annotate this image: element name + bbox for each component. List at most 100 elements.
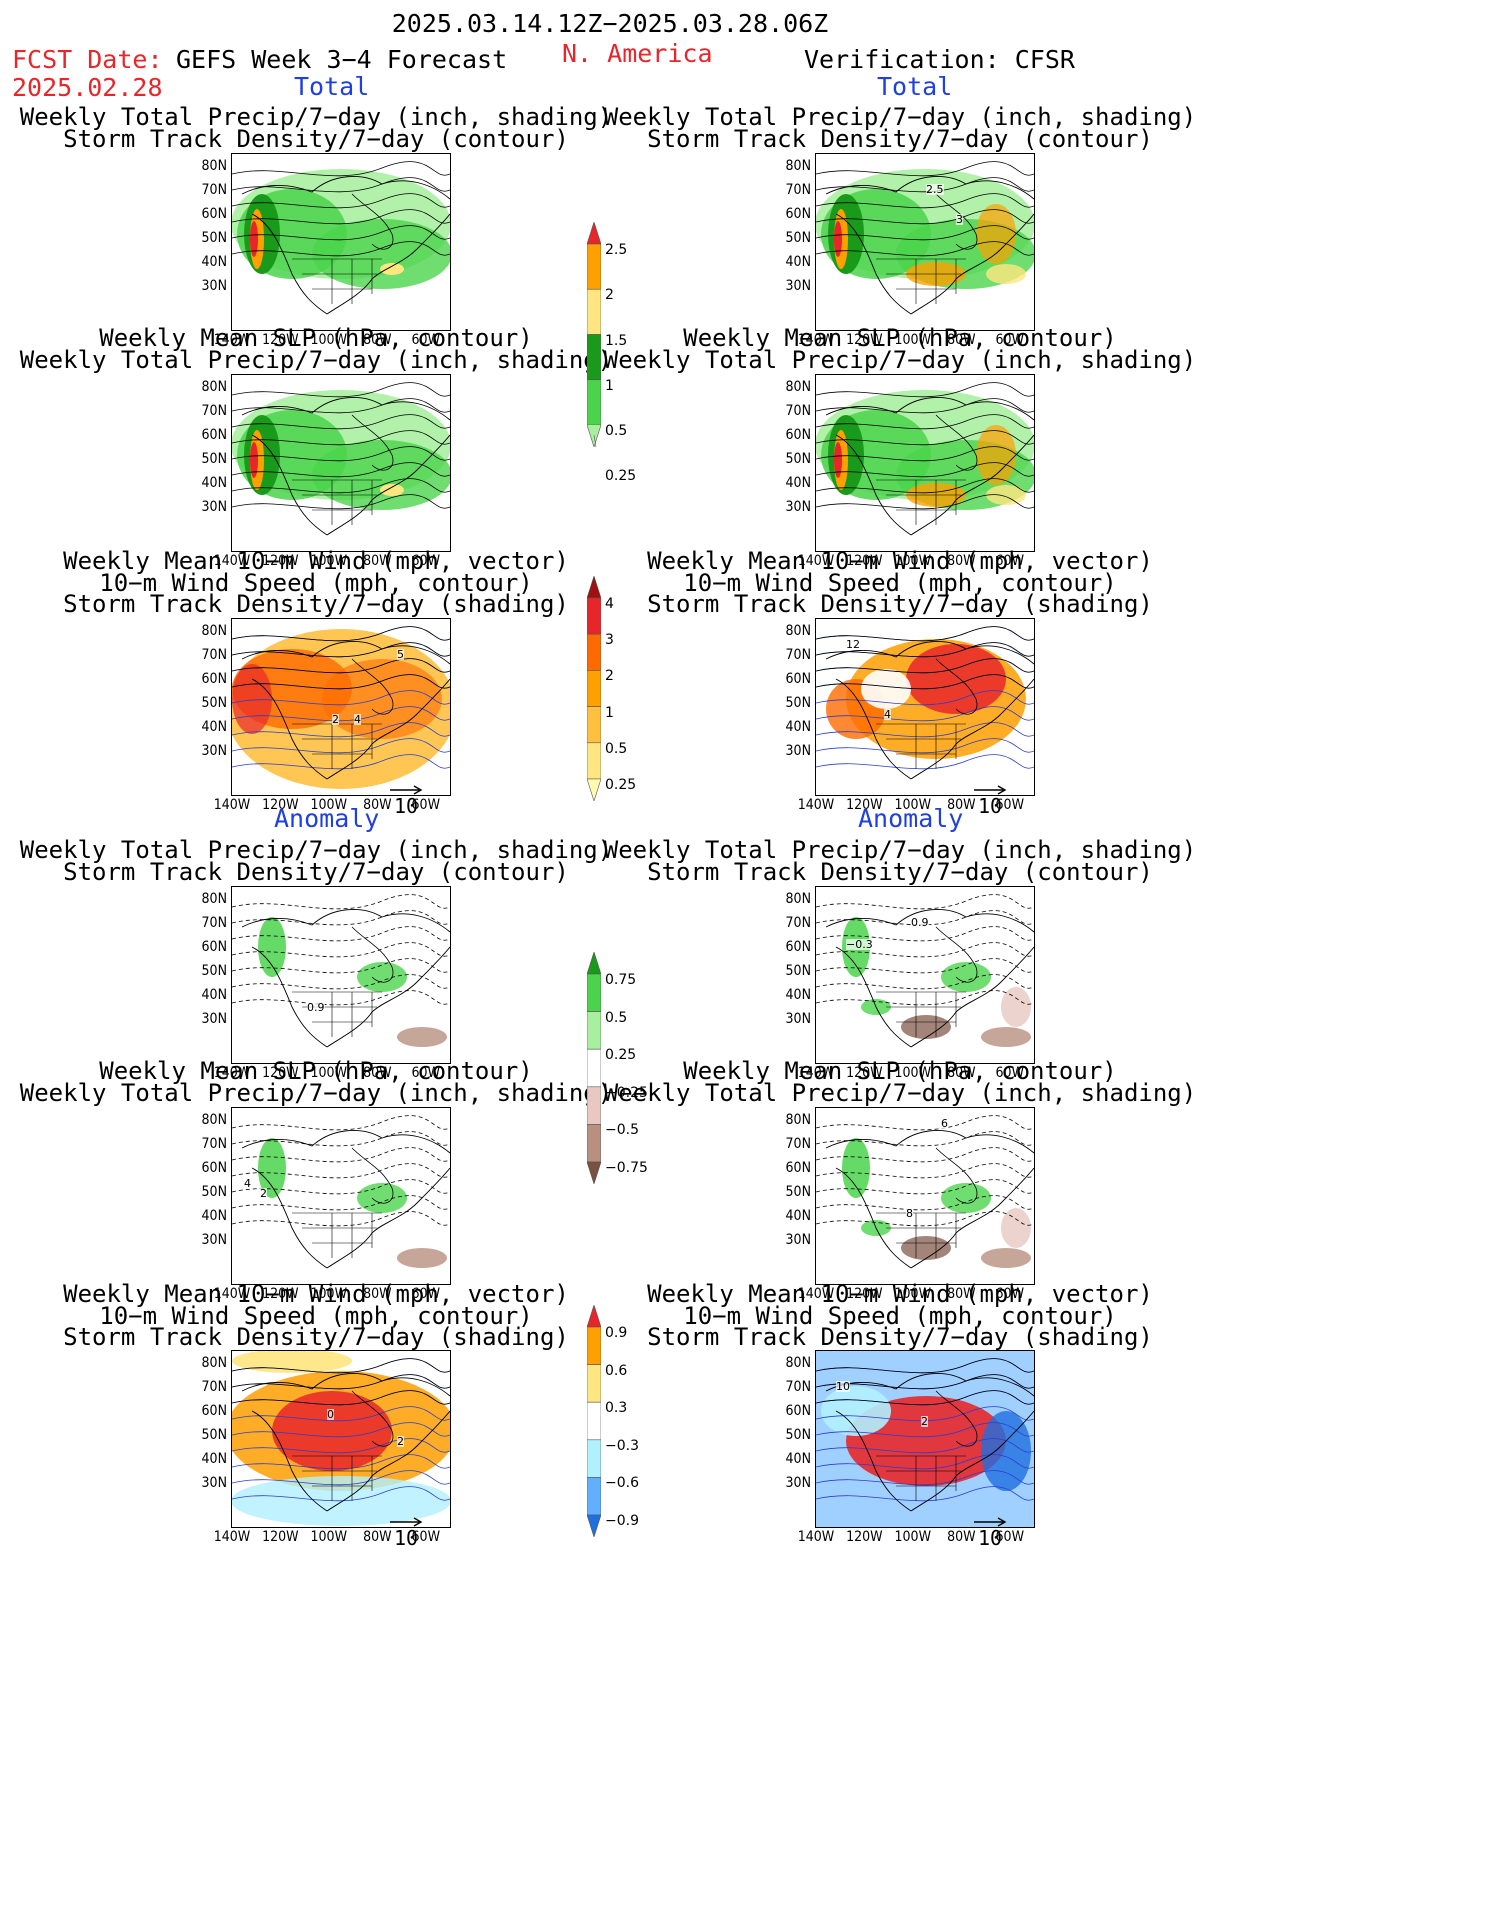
lat-tick-label: 70N [201,182,227,198]
vector-reference-label: 10 [977,1526,1003,1550]
verification-label: Verification: CFSR [804,45,1075,74]
lon-tick-label: 140W [797,1286,835,1302]
lat-tick-label: 50N [201,1427,227,1443]
vector-reference: 10 [970,1517,1010,1550]
lat-tick-label: 60N [785,1403,811,1419]
lat-tick-label: 50N [201,963,227,979]
lon-tick-label: 100W [894,1065,932,1081]
panel-title-r6-c2-l3: Storm Track Density/7−day (shading) [647,1323,1153,1351]
lon-tick-label: 120W [846,1529,883,1545]
lon-tick-label: 100W [894,1286,932,1302]
lon-tick-label: 80W [363,1286,392,1302]
region-label: N. America [562,39,713,68]
lat-tick-label: 40N [785,719,811,735]
lat-tick-label: 70N [785,647,811,663]
panel-title-r5-c1-l1: Weekly Mean SLP (hPa, contour) [99,1057,533,1085]
lon-tick-label: 80W [363,332,392,348]
contour-label: 0.9 [911,916,929,929]
map-r4-c1: 0.9 [231,886,451,1064]
lat-tick-label: 80N [785,158,811,174]
lat-tick-label: 40N [201,987,227,1003]
colorbar-tick-label: 2.5 [605,242,628,258]
lon-tick-label: 120W [262,1286,299,1302]
colorbar-tick-label: 0.25 [605,468,637,485]
lat-tick-label: 50N [201,451,227,467]
contour-label: 2 [397,1435,404,1448]
lat-tick-label: 80N [785,379,811,395]
panel-title-r6-c2-l1: Weekly Mean 10−m Wind (mph, vector) [647,1280,1153,1308]
colorbar-precip-total [586,221,602,448]
lat-tick-label: 80N [201,1112,227,1128]
panel-title-r4-c2-l2: Storm Track Density/7−day (contour) [647,857,1153,886]
colorbar-tick-label: 0.25 [605,777,637,793]
lon-tick-label: 140W [213,1286,251,1302]
lon-tick-label: 100W [894,332,932,348]
map-r2-c2 [815,374,1035,552]
panel-title-r6-c1-l3: Storm Track Density/7−day (shading) [63,1323,569,1351]
panel-title-r3-c2-l1: Weekly Mean 10−m Wind (mph, vector) [647,547,1153,575]
lat-tick-label: 60N [785,427,811,443]
colorbar-tick-label: −0.3 [605,1437,639,1454]
panel-title-r6-c1-l1: Weekly Mean 10−m Wind (mph, vector) [63,1280,569,1308]
lat-tick-label: 60N [201,1403,227,1419]
contour-label: 0.9 [307,1001,325,1014]
lat-tick-label: 30N [201,1232,227,1248]
lon-tick-label: 60W [411,1065,441,1081]
lat-tick-label: 30N [201,1475,227,1491]
right-total-label: Total [877,72,953,101]
map-r1-c2: 3 2.5 [815,153,1035,331]
lat-tick-label: 70N [785,915,811,931]
vector-reference: 10 [970,785,1010,818]
colorbar-tick-label: 0.3 [605,1400,628,1417]
lon-tick-label: 140W [213,1065,251,1081]
map-r1-c1 [231,153,451,331]
colorbar-tick-label: 2 [605,287,614,304]
lon-tick-label: 60W [995,1065,1025,1081]
panel-title-r1-c1-l2: Storm Track Density/7−day (contour) [63,124,569,153]
lon-tick-label: 80W [947,1286,976,1302]
fcst-date-label: FCST Date: [12,45,163,74]
colorbar-precip-anom [586,951,602,1185]
lat-tick-label: 40N [785,1208,811,1224]
colorbar-tick-label: 1.5 [605,332,628,349]
lat-tick-label: 40N [201,719,227,735]
colorbar-tick-label: 0.5 [605,740,628,757]
vector-reference-label: 10 [977,794,1003,818]
lon-tick-label: 120W [846,1065,883,1081]
panel-title-r4-c1-l1: Weekly Total Precip/7−day (inch, shading… [19,836,613,864]
panel-title-r2-c1-l2: Weekly Total Precip/7−day (inch, shading… [19,345,613,374]
contour-label: 0 [327,1408,334,1421]
colorbar-tick-label: 0.25 [605,1047,637,1064]
lat-tick-label: 30N [201,743,227,759]
lat-tick-label: 50N [201,1184,227,1200]
lat-tick-label: 40N [201,1208,227,1224]
lon-tick-label: 120W [846,332,883,348]
colorbar-tick-label: 0.6 [605,1362,628,1379]
lon-tick-label: 140W [213,1529,251,1545]
lat-tick-label: 30N [785,1011,811,1027]
panel-title-r4-c2-l1: Weekly Total Precip/7−day (inch, shading… [603,836,1197,864]
lon-tick-label: 100W [894,797,932,813]
colorbar-storm-anom [586,1304,602,1538]
vector-reference-label: 10 [393,1526,419,1550]
contour-label: 3 [956,213,963,226]
contour-label: 2 [332,713,339,726]
lon-tick-label: 80W [363,1065,392,1081]
panel-title-r2-c2-l1: Weekly Mean SLP (hPa, contour) [683,324,1117,352]
lat-tick-label: 60N [201,206,227,222]
lat-tick-label: 70N [785,1136,811,1152]
lat-tick-label: 60N [201,671,227,687]
panel-title-r1-c2-l1: Weekly Total Precip/7−day (inch, shading… [603,103,1197,131]
lat-tick-label: 50N [785,963,811,979]
lon-tick-label: 120W [262,332,299,348]
colorbar-tick-label: −0.75 [605,1160,648,1176]
panel-title-r3-c1-l1: Weekly Mean 10−m Wind (mph, vector) [63,547,569,575]
lon-tick-label: 100W [310,1286,348,1302]
map-r3-c2: 12 4 [815,618,1035,796]
lat-tick-label: 40N [785,254,811,270]
map-r4-c2: 0.9 −0.3 [815,886,1035,1064]
lat-tick-label: 40N [785,1451,811,1467]
lat-tick-label: 50N [201,695,227,711]
lon-tick-label: 60W [411,553,441,569]
lat-tick-label: 40N [201,254,227,270]
